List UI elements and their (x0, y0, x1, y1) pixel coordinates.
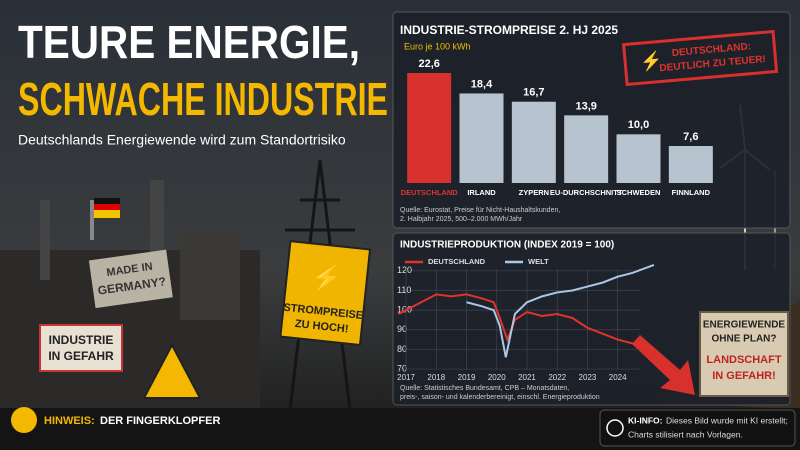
x-tick-label: 2017 (397, 373, 415, 382)
value-label: 16,7 (523, 87, 544, 99)
x-tick-label: DEUTSCHLAND (401, 188, 459, 197)
x-tick-label: ZYPERN (519, 188, 549, 197)
source: preis-, saison- und kalenderbereinigt, e… (400, 394, 600, 401)
sign-text: OHNE PLAN? (712, 334, 777, 345)
down-arrow (632, 335, 695, 395)
value-label: 7,6 (683, 131, 698, 143)
x-tick-label: FINNLAND (672, 188, 711, 197)
ki-text: Charts stilisiert nach Vorlagen. (628, 429, 743, 439)
y-tick-label: 80 (397, 344, 407, 354)
hint-label: HINWEIS: (44, 415, 95, 427)
bar (668, 146, 713, 183)
bar (564, 115, 609, 183)
chart-title: INDUSTRIEPRODUKTION (INDEX 2019 = 100) (400, 240, 614, 251)
series-line (466, 263, 655, 358)
sign-board (279, 239, 372, 347)
sign-board (699, 311, 789, 397)
sign-icon: ⚡ (309, 261, 344, 295)
x-tick-label: 2023 (579, 373, 597, 382)
sign-board (39, 324, 123, 372)
hint-icon (11, 407, 37, 433)
line-panel (392, 232, 791, 406)
y-tick-label: 90 (397, 324, 407, 334)
source: Quelle: Statistisches Bundesamt, CPB – M… (400, 385, 569, 392)
sign-text: LANDSCHAFT (706, 354, 781, 366)
x-tick-label: 2024 (609, 373, 627, 382)
source: 2. Halbjahr 2025, 500–2.000 MWh/Jahr (400, 216, 523, 223)
x-tick-label: 2022 (548, 373, 566, 382)
x-tick-label: 2021 (518, 373, 536, 382)
x-tick-label: IRLAND (467, 188, 496, 197)
y-tick-label: 70 (397, 363, 407, 373)
warning-sign (142, 342, 202, 399)
ki-box (599, 409, 796, 447)
sign: ⚡ STROMPREISE ZU HOCH! (279, 239, 372, 347)
value-label: 22,6 (418, 58, 439, 70)
stamp-frame (622, 29, 779, 87)
chart-title: INDUSTRIE-STROMPREISE 2. HJ 2025 (400, 23, 618, 37)
x-tick-label: 2020 (488, 373, 506, 382)
ki-text: Dieses Bild wurde mit KI erstellt; (666, 415, 788, 425)
bar (407, 73, 452, 183)
sign-board (88, 249, 173, 309)
hint-text: DER FINGERKLOPFER (100, 415, 220, 427)
ki-label: KI-INFO: (628, 415, 663, 425)
x-tick-label: EU-DURCHSCHNITT (550, 188, 623, 197)
value-label: 18,4 (471, 78, 493, 90)
stamp-icon: ⚡ (639, 49, 663, 73)
y-tick-label: 110 (397, 285, 411, 295)
sign-text: ZU HOCH! (294, 318, 349, 336)
value-label: 13,9 (575, 100, 596, 112)
bar (511, 101, 556, 183)
sign-text: IN GEFAHR! (712, 370, 776, 382)
source: Quelle: Eurostat, Preise für Nicht-Haush… (400, 207, 560, 214)
title-line: SCHWACHE INDUSTRIE (18, 73, 388, 125)
sign-text: ENERGIEWENDE (703, 320, 786, 331)
bar (616, 134, 661, 183)
x-tick-label: 2019 (458, 373, 476, 382)
sign-text: INDUSTRIE (49, 333, 114, 347)
x-tick-label: SCHWEDEN (617, 188, 661, 197)
sign-text: IN GEFAHR (48, 349, 114, 363)
legend-label: DEUTSCHLAND (428, 257, 486, 266)
bar (459, 93, 504, 183)
legend-label: WELT (528, 257, 549, 266)
chart-subtitle: Euro je 100 kWh (404, 41, 471, 51)
y-tick-label: 100 (397, 304, 412, 314)
sign: MADE IN GERMANY? (88, 249, 173, 309)
x-tick-label: 2018 (427, 373, 445, 382)
y-tick-label: 120 (397, 265, 412, 275)
info-icon (606, 419, 624, 437)
value-label: 10,0 (628, 119, 649, 131)
title-line: TEURE ENERGIE, (18, 16, 360, 68)
subtitle: Deutschlands Energiewende wird zum Stand… (18, 132, 346, 148)
